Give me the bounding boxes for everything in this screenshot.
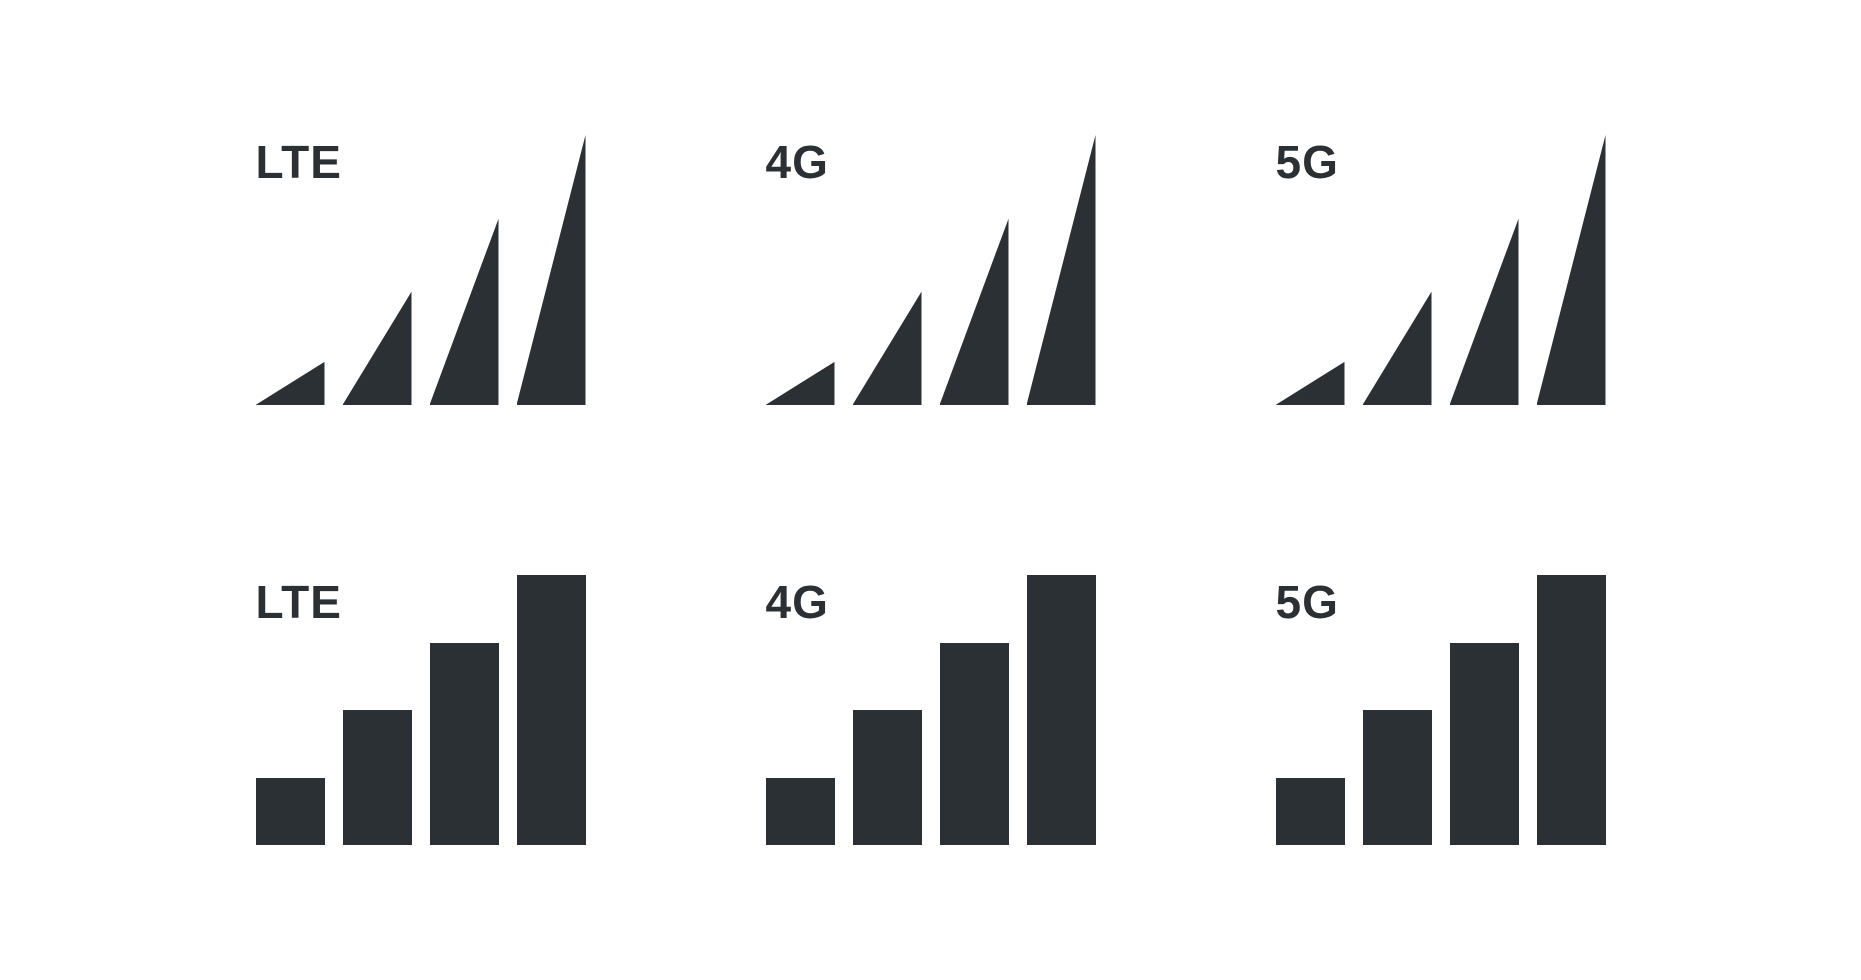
signal-bar-1 — [766, 778, 835, 846]
signal-bars — [766, 575, 1096, 845]
signal-bar-3 — [430, 643, 499, 846]
signal-4g-rect-icon: 4G — [766, 575, 1096, 845]
signal-bar-1 — [256, 362, 325, 405]
signal-lte-rect-icon: LTE — [256, 575, 586, 845]
signal-bar-2 — [853, 710, 922, 845]
signal-bars — [1276, 575, 1606, 845]
signal-bar-3 — [1450, 219, 1519, 405]
signal-bar-2 — [343, 292, 412, 405]
signal-4g-triangle-icon: 4G — [766, 135, 1096, 405]
signal-bar-3 — [1450, 643, 1519, 846]
signal-bar-4 — [517, 135, 586, 405]
signal-icon-grid: LTE 4G 5G LTE 4G 5G — [76, 75, 1786, 905]
signal-lte-triangle-icon: LTE — [256, 135, 586, 405]
signal-bar-4 — [1027, 575, 1096, 845]
signal-bar-4 — [1537, 135, 1606, 405]
signal-bar-1 — [256, 778, 325, 846]
signal-bar-1 — [1276, 778, 1345, 846]
signal-bars — [256, 135, 586, 405]
signal-bar-1 — [1276, 362, 1345, 405]
signal-5g-rect-icon: 5G — [1276, 575, 1606, 845]
signal-bar-4 — [1537, 575, 1606, 845]
signal-bars — [1276, 135, 1606, 405]
signal-bar-2 — [1363, 710, 1432, 845]
signal-bar-4 — [1027, 135, 1096, 405]
signal-5g-triangle-icon: 5G — [1276, 135, 1606, 405]
signal-bars — [766, 135, 1096, 405]
signal-bar-2 — [1363, 292, 1432, 405]
signal-bar-1 — [766, 362, 835, 405]
signal-bar-3 — [430, 219, 499, 405]
signal-bar-2 — [343, 710, 412, 845]
signal-bar-3 — [940, 219, 1009, 405]
signal-bar-2 — [853, 292, 922, 405]
signal-bar-4 — [517, 575, 586, 845]
signal-bars — [256, 575, 586, 845]
signal-bar-3 — [940, 643, 1009, 846]
